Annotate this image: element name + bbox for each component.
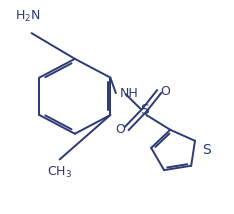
- Text: NH: NH: [120, 87, 139, 100]
- Text: S: S: [140, 103, 149, 117]
- Text: S: S: [202, 143, 211, 157]
- Text: $\mathregular{H_2N}$: $\mathregular{H_2N}$: [15, 8, 41, 24]
- Text: O: O: [115, 123, 125, 136]
- Text: $\mathregular{CH_3}$: $\mathregular{CH_3}$: [47, 165, 72, 180]
- Text: O: O: [160, 85, 170, 98]
